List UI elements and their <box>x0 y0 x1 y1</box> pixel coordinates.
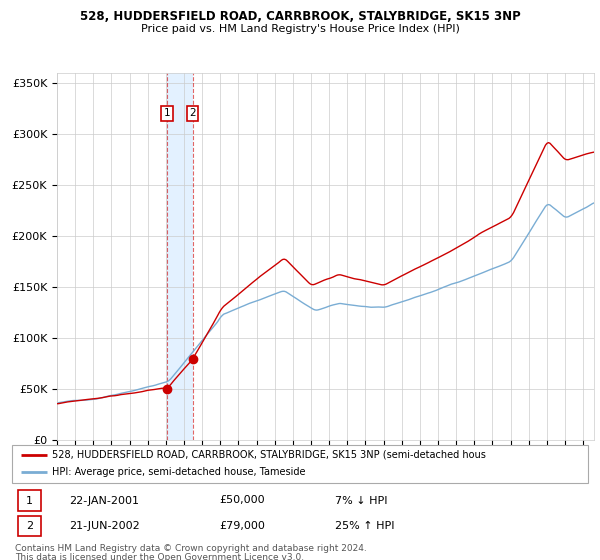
Text: 7% ↓ HPI: 7% ↓ HPI <box>335 496 387 506</box>
Text: 528, HUDDERSFIELD ROAD, CARRBROOK, STALYBRIDGE, SK15 3NP (semi-detached hous: 528, HUDDERSFIELD ROAD, CARRBROOK, STALY… <box>52 450 486 460</box>
Text: 22-JAN-2001: 22-JAN-2001 <box>70 496 140 506</box>
Text: HPI: Average price, semi-detached house, Tameside: HPI: Average price, semi-detached house,… <box>52 468 306 478</box>
FancyBboxPatch shape <box>18 516 41 536</box>
Text: 1: 1 <box>164 108 170 118</box>
Text: £79,000: £79,000 <box>220 521 265 531</box>
Text: 2: 2 <box>26 521 33 531</box>
FancyBboxPatch shape <box>12 445 588 483</box>
FancyBboxPatch shape <box>18 491 41 511</box>
Text: £50,000: £50,000 <box>220 496 265 506</box>
Text: This data is licensed under the Open Government Licence v3.0.: This data is licensed under the Open Gov… <box>15 553 304 560</box>
Text: 25% ↑ HPI: 25% ↑ HPI <box>335 521 394 531</box>
Bar <box>167 73 193 440</box>
Text: Contains HM Land Registry data © Crown copyright and database right 2024.: Contains HM Land Registry data © Crown c… <box>15 544 367 553</box>
Text: 2: 2 <box>189 108 196 118</box>
Text: 21-JUN-2002: 21-JUN-2002 <box>70 521 140 531</box>
Text: 1: 1 <box>26 496 33 506</box>
Text: 528, HUDDERSFIELD ROAD, CARRBROOK, STALYBRIDGE, SK15 3NP: 528, HUDDERSFIELD ROAD, CARRBROOK, STALY… <box>80 10 520 22</box>
Text: Price paid vs. HM Land Registry's House Price Index (HPI): Price paid vs. HM Land Registry's House … <box>140 24 460 34</box>
